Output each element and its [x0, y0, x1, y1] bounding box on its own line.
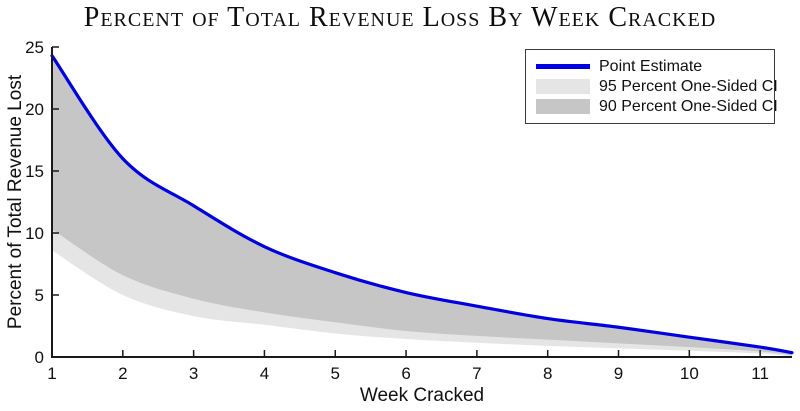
y-tick-label: 15 [25, 162, 44, 181]
ci-90-band-swatch [536, 99, 590, 114]
x-tick-label: 3 [189, 364, 198, 383]
legend-label: 95 Percent One-Sided CI [599, 77, 778, 95]
x-tick-label: 11 [751, 364, 769, 383]
chart-title: Percent of Total Revenue Loss By Week Cr… [83, 2, 717, 33]
legend-item-point-estimate: Point Estimate [536, 57, 768, 76]
y-tick-label: 5 [35, 286, 44, 305]
y-tick-label: 0 [35, 348, 44, 367]
legend-label: Point Estimate [599, 57, 703, 75]
ci-90-band [52, 55, 792, 356]
y-tick-label: 25 [25, 38, 44, 57]
point-estimate-line-swatch [536, 64, 590, 69]
x-tick-label: 6 [401, 364, 410, 383]
y-axis-label: Percent of Total Revenue Lost [5, 74, 26, 330]
legend: Point Estimate 95 Percent One-Sided CI 9… [525, 49, 778, 124]
x-tick-label: 2 [118, 364, 127, 383]
x-tick-label: 8 [543, 364, 552, 383]
legend-swatch-wrap [536, 79, 590, 94]
ci-95-band-swatch [536, 79, 590, 94]
y-tick-label: 20 [25, 100, 44, 119]
legend-item-90-ci: 90 Percent One-Sided CI [536, 97, 778, 116]
y-tick-label: 10 [25, 224, 44, 243]
legend-swatch-wrap [536, 64, 590, 69]
x-tick-label: 9 [614, 364, 623, 383]
x-tick-label: 1 [47, 364, 56, 383]
legend-swatch-wrap [536, 99, 590, 114]
x-tick-label: 4 [260, 364, 269, 383]
x-tick-label: 7 [472, 364, 481, 383]
x-tick-label: 10 [680, 364, 699, 383]
x-axis-label: Week Cracked [359, 385, 485, 406]
legend-label: 90 Percent One-Sided CI [599, 97, 778, 115]
point-estimate-line [50, 54, 794, 355]
legend-item-95-ci: 95 Percent One-Sided CI [536, 77, 778, 96]
x-tick-label: 5 [331, 364, 340, 383]
